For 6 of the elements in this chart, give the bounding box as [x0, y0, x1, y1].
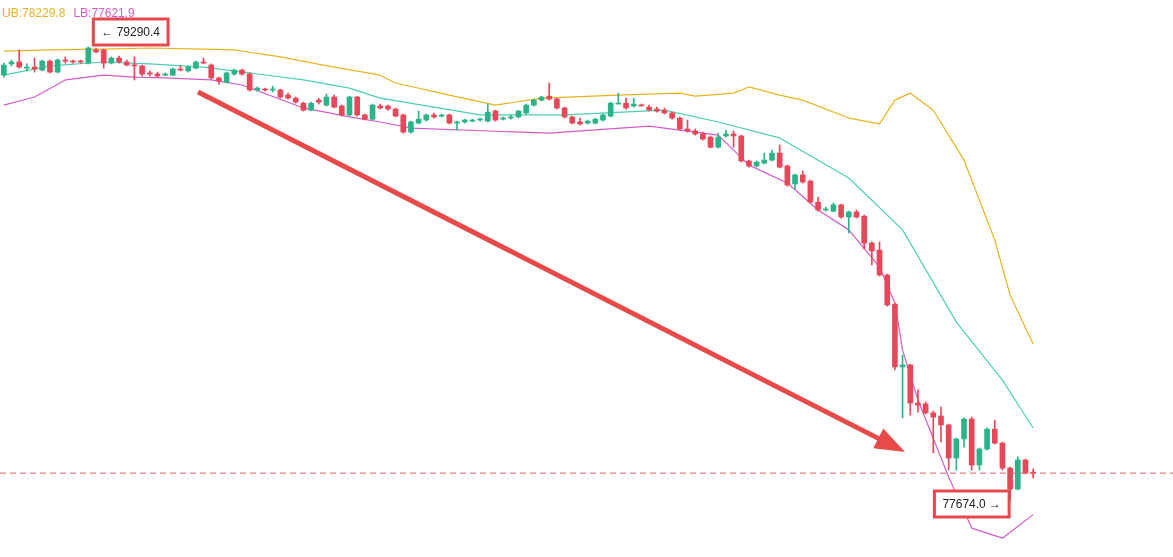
annotation: 77674.0 →	[942, 497, 1002, 512]
candlestick	[546, 82, 553, 101]
text: UB:78229.8	[2, 6, 66, 21]
annotation: ← 79290.4	[101, 25, 161, 40]
candlestick	[845, 210, 852, 234]
text: LB:77621.9	[73, 6, 136, 21]
